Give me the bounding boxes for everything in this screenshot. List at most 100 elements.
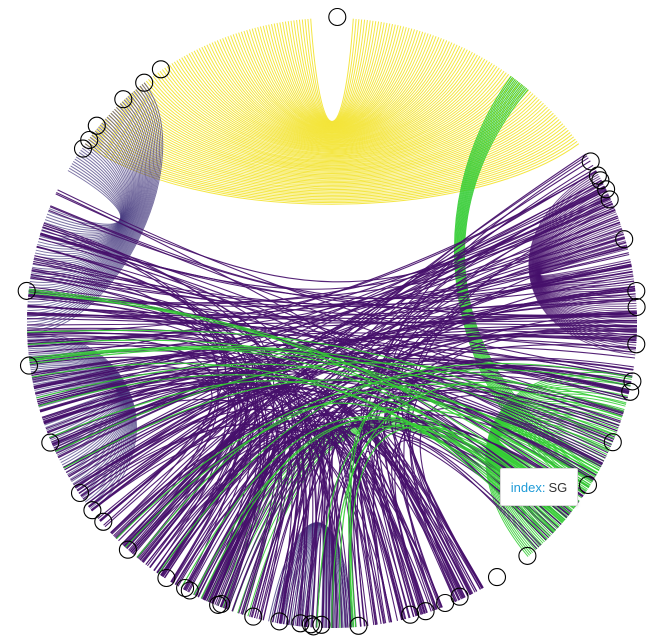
chord-link-green xyxy=(115,368,631,540)
ribbon-yellow xyxy=(152,75,512,160)
chord-link xyxy=(280,411,325,628)
ribbon-yellow xyxy=(116,106,548,181)
ribbon-yellow xyxy=(118,104,546,180)
node-circle xyxy=(135,73,154,92)
chord-link xyxy=(158,371,630,575)
ribbon-slate-left-upper xyxy=(31,122,135,273)
ribbon-yellow xyxy=(222,38,442,135)
node-circle xyxy=(588,166,607,185)
chord-link xyxy=(43,224,460,601)
chord-link-green xyxy=(124,383,623,548)
node-circle xyxy=(621,382,640,401)
ribbon-yellow xyxy=(157,72,507,158)
chord-link xyxy=(375,401,572,617)
chord-link-green xyxy=(349,425,579,628)
chord-link xyxy=(39,234,594,481)
node-circle xyxy=(176,578,195,598)
node-circle xyxy=(17,281,36,300)
chord-link-green xyxy=(31,362,555,533)
node-circle xyxy=(94,512,113,531)
ribbon-yellow xyxy=(216,40,448,137)
chord-link xyxy=(26,319,638,326)
chord-link-green xyxy=(28,290,590,488)
chord-link xyxy=(64,299,637,471)
ribbon-yellow xyxy=(240,31,424,131)
chord-link xyxy=(42,180,602,421)
chord-link-green xyxy=(331,381,627,629)
ribbon-yellow xyxy=(243,30,421,131)
chord-link xyxy=(63,252,629,469)
ribbon-yellow xyxy=(191,51,473,144)
chord-link xyxy=(39,383,283,621)
chord-link xyxy=(358,432,466,625)
ribbon-yellow xyxy=(181,57,483,148)
chord-link-green xyxy=(28,347,566,521)
chord-link xyxy=(221,357,634,608)
chord-link xyxy=(91,390,284,604)
chord-link xyxy=(68,386,403,620)
ribbon-yellow xyxy=(154,74,510,159)
chord-link xyxy=(74,393,287,616)
chord-link-green xyxy=(316,425,556,628)
ribbon-yellow xyxy=(203,45,461,140)
ribbon-slate-left-upper xyxy=(31,120,136,275)
ribbon-yellow xyxy=(176,60,488,150)
chord-link xyxy=(403,208,616,610)
node-circle xyxy=(157,568,176,588)
node-circle xyxy=(19,356,39,375)
chord-link xyxy=(28,294,443,608)
ribbon-yellow xyxy=(143,82,521,165)
ribbon-yellow xyxy=(173,61,491,151)
chord-link xyxy=(130,289,636,553)
chord-link xyxy=(262,421,484,621)
ribbon-yellow xyxy=(126,97,538,174)
chord-link xyxy=(358,457,406,625)
chord-link-green xyxy=(36,363,590,488)
ribbon-yellow xyxy=(209,43,455,139)
node-circle xyxy=(151,60,170,79)
chord-link xyxy=(276,359,634,624)
node-circle xyxy=(591,171,610,190)
chord-link-green xyxy=(27,329,617,436)
chord-link xyxy=(31,268,635,306)
ribbon-yellow xyxy=(84,143,580,205)
ribbon-yellow xyxy=(238,32,426,132)
node-circle xyxy=(450,587,469,606)
ribbon-yellow xyxy=(214,41,450,137)
ribbon-yellow xyxy=(310,18,354,122)
node-circle xyxy=(627,281,646,301)
chord-link xyxy=(28,196,611,305)
ribbon-yellow xyxy=(196,49,468,143)
node-circle xyxy=(627,335,646,354)
chord-link-green xyxy=(200,418,564,599)
chord-link xyxy=(27,170,597,334)
ribbon-yellow xyxy=(161,69,503,156)
ribbon-yellow xyxy=(235,33,429,132)
ribbon-yellow xyxy=(178,58,486,149)
chord-link xyxy=(184,430,411,619)
chord-link xyxy=(27,336,251,567)
chord-link-green xyxy=(29,348,585,495)
node-circle xyxy=(244,607,263,626)
chord-link xyxy=(372,365,632,623)
ribbon-green-right xyxy=(489,388,629,550)
node-circle xyxy=(401,605,420,624)
node-circle xyxy=(597,180,616,199)
chord-link-green xyxy=(338,424,571,628)
chord-link xyxy=(54,383,301,624)
chord-link xyxy=(47,372,328,628)
node-circle xyxy=(349,616,368,635)
node-circle xyxy=(603,433,622,452)
chord-link xyxy=(360,406,458,618)
tooltip: index: SG xyxy=(500,468,578,506)
chord-link-green xyxy=(347,407,560,628)
node-circle-sg xyxy=(578,475,598,495)
node-circle xyxy=(83,501,102,520)
chord-link-green xyxy=(136,402,551,558)
chord-link-green xyxy=(55,362,625,452)
node-circle xyxy=(291,614,310,633)
node-circle xyxy=(304,617,323,636)
chord-link xyxy=(39,375,248,577)
ribbon-yellow xyxy=(169,64,495,153)
chord-link xyxy=(123,155,588,547)
